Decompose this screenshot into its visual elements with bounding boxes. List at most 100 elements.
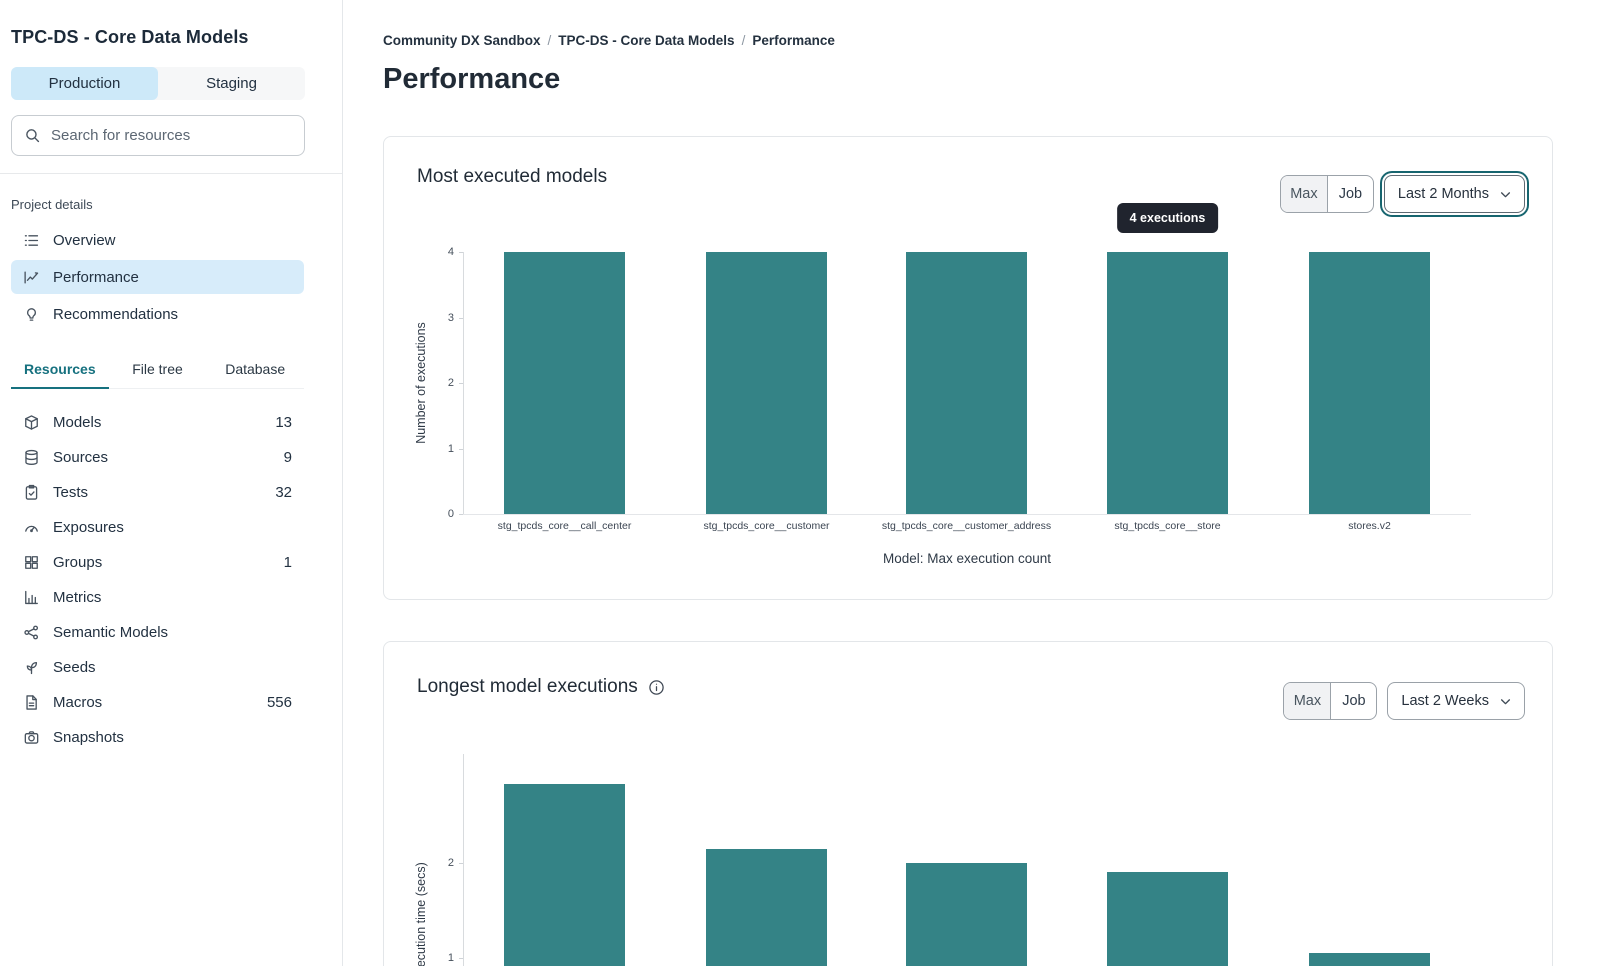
resource-item-snapshots[interactable]: Snapshots [11, 720, 304, 755]
x-axis-line [463, 514, 1471, 515]
date-range-dropdown[interactable]: Last 2 Weeks [1387, 682, 1525, 720]
mode-toggle: Max Job [1279, 175, 1374, 213]
lightbulb-icon [23, 306, 40, 323]
y-tick-label: 2 [447, 857, 454, 869]
resource-item-exposures[interactable]: Exposures [11, 510, 304, 545]
resource-label: Models [53, 414, 102, 431]
mode-toggle-max-button[interactable]: Max [1284, 683, 1331, 719]
mode-toggle: Max Job [1283, 682, 1378, 720]
chart-controls: Max Job Last 2 Weeks [1283, 682, 1525, 720]
y-tick-mark [459, 383, 463, 384]
y-axis-title: Number of executions [414, 322, 428, 444]
list-icon [23, 232, 40, 249]
chart-controls: Max Job Last 2 Months [1279, 175, 1525, 213]
resource-item-tests[interactable]: Tests 32 [11, 475, 304, 510]
resource-item-semantic-models[interactable]: Semantic Models [11, 615, 304, 650]
x-tick-label: stg_tpcds_core__store [1114, 520, 1221, 532]
y-axis-line [463, 754, 464, 966]
camera-icon [23, 729, 40, 746]
chart-title: Most executed models [417, 166, 608, 187]
y-tick-label: 3 [447, 311, 454, 324]
y-tick-mark [459, 863, 463, 864]
sidebar-item-label: Performance [53, 268, 139, 286]
nodes-icon [23, 624, 40, 641]
breadcrumb-item-community-dx-sandbox[interactable]: Community DX Sandbox [383, 33, 541, 48]
x-tick-label: stores.v2 [1348, 520, 1391, 532]
bar-chart-icon [23, 589, 40, 606]
resource-search [11, 115, 305, 156]
bar-stg-tpcds-core-customer-address[interactable] [906, 252, 1027, 514]
tab-file-tree[interactable]: File tree [132, 361, 183, 377]
date-range-dropdown[interactable]: Last 2 Months [1383, 175, 1525, 213]
resource-label: Macros [53, 694, 103, 711]
resource-item-macros[interactable]: Macros 556 [11, 685, 304, 720]
database-icon [23, 449, 40, 466]
resource-count: 32 [275, 484, 292, 501]
sidebar-item-recommendations[interactable]: Recommendations [11, 297, 304, 331]
bar-stg-tpcds-core-customer[interactable] [706, 252, 827, 514]
mode-toggle-max-button[interactable]: Max [1280, 176, 1327, 212]
bar-stores-v2[interactable] [1309, 252, 1430, 514]
sidebar-divider [0, 173, 342, 174]
resource-label: Tests [53, 484, 89, 501]
breadcrumb-item-tpc-ds-core-data-models[interactable]: TPC-DS - Core Data Models [558, 33, 735, 48]
date-range-value: Last 2 Weeks [1401, 693, 1489, 709]
sidebar-item-performance[interactable]: Performance [11, 260, 304, 294]
y-tick-mark [459, 448, 463, 450]
clipboard-check-icon [23, 484, 40, 501]
search-input[interactable] [51, 127, 292, 144]
gauge-icon [23, 519, 40, 536]
y-tick-mark [459, 252, 463, 253]
resource-item-models[interactable]: Models 13 [11, 405, 304, 440]
bar-stg-tpcds-core-store[interactable] [1107, 252, 1228, 514]
resource-count: 9 [283, 449, 292, 466]
longest-model-executions-card: Longest model executions Max Job Last 2 We… [383, 641, 1553, 966]
resource-label: Semantic Models [53, 624, 169, 641]
info-icon[interactable] [648, 679, 665, 696]
tab-database[interactable]: Database [225, 361, 286, 377]
project-nav: Overview Performance Recommendations [0, 223, 342, 331]
resource-tabs: Resources File tree Database [11, 361, 304, 389]
tab-resources[interactable]: Resources [11, 361, 109, 389]
bar-series-0[interactable] [504, 784, 625, 966]
resource-count: 13 [275, 414, 292, 431]
breadcrumb-separator: / [741, 33, 746, 48]
environment-tabs: Production Staging [11, 67, 305, 100]
sidebar: TPC-DS - Core Data Models Production Stag… [0, 0, 343, 966]
resource-label: Metrics [53, 589, 102, 606]
resource-item-seeds[interactable]: Seeds [11, 650, 304, 685]
bar-series-3[interactable] [1107, 871, 1228, 966]
resource-count: 1 [283, 554, 292, 571]
resource-item-sources[interactable]: Sources 9 [11, 440, 304, 475]
y-axis-line [463, 252, 464, 514]
most-executed-models-card: Most executed models Max Job Last 2 Months… [383, 136, 1553, 600]
y-tick-label: 4 [447, 246, 454, 258]
bar-series-1[interactable] [706, 848, 827, 966]
env-tab-staging[interactable]: Staging [206, 75, 257, 92]
sidebar-item-label: Recommendations [53, 305, 179, 323]
chart-tooltip: 4 executions [1116, 203, 1219, 233]
bar-stg-tpcds-core-call-center[interactable] [504, 252, 625, 514]
y-tick-mark [459, 958, 463, 959]
y-tick-label: 0 [447, 508, 454, 520]
env-tab-production[interactable]: Production [11, 67, 158, 100]
chevron-down-icon [1500, 191, 1511, 198]
seedling-icon [23, 659, 40, 676]
resource-item-metrics[interactable]: Metrics [11, 580, 304, 615]
chart-title: Longest model executions [417, 676, 665, 698]
mode-toggle-job-button[interactable]: Job [1330, 683, 1376, 719]
y-tick-label: 1 [447, 952, 454, 964]
resource-label: Seeds [53, 659, 96, 676]
resource-item-groups[interactable]: Groups 1 [11, 545, 304, 580]
main-content: Community DX Sandbox / TPC-DS - Core Data … [344, 0, 1621, 966]
y-tick-label: 2 [447, 377, 454, 389]
chevron-down-icon [1500, 698, 1511, 705]
line-chart-icon [23, 269, 40, 286]
bar-series-4[interactable] [1309, 953, 1430, 966]
y-tick-label: 1 [447, 442, 454, 455]
sidebar-item-label: Overview [53, 231, 116, 249]
resource-label: Snapshots [53, 729, 124, 746]
sidebar-item-overview[interactable]: Overview [11, 223, 304, 257]
mode-toggle-job-button[interactable]: Job [1326, 176, 1373, 212]
bar-series-2[interactable] [906, 863, 1027, 966]
